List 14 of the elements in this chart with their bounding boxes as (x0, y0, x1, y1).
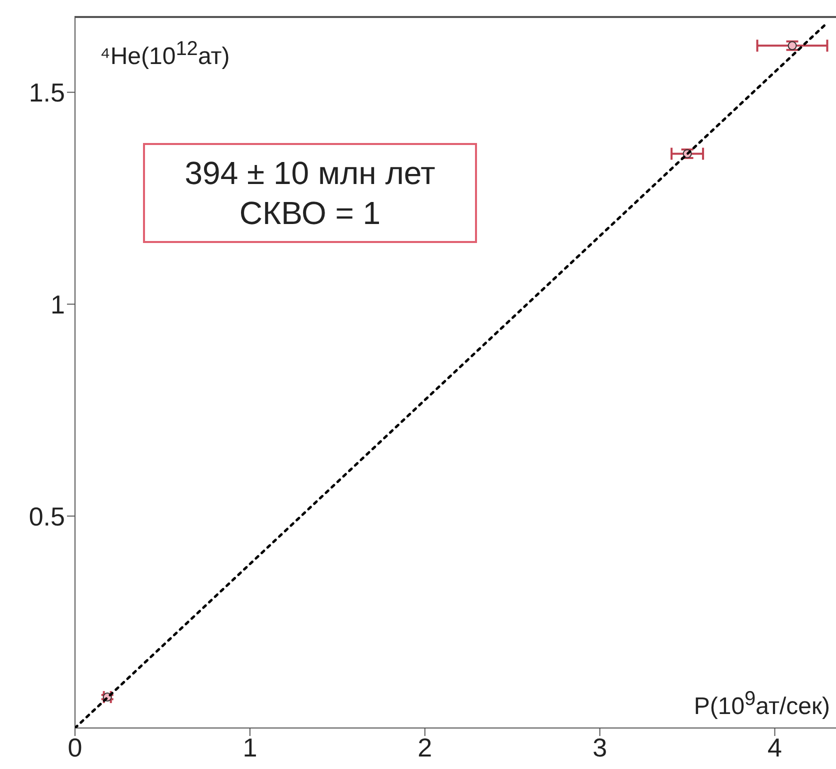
point (788, 41, 797, 50)
x-tick-label: 2 (418, 732, 432, 762)
y-tick-label: 1 (50, 289, 65, 320)
x-tick-label: 1 (242, 732, 258, 762)
annotation: СКВО = 1 (238, 194, 382, 233)
annotation: 394 ± 10 млн лет (184, 154, 436, 193)
x-tick-label: 3 (592, 732, 608, 762)
x-tick-label: 4 (768, 732, 782, 762)
text-box: 394 ± 10 млн лет СКВО = 1 (143, 143, 477, 243)
x-axis-title: P(10$^{9}$ат/сек) (694, 688, 830, 721)
y-tick-label: 1.5 (28, 78, 65, 108)
y-tick-label: 0.5 (28, 501, 65, 532)
x-tick-label: 0 (68, 732, 82, 762)
y-axis-title: ⁴He(10$^{12}$ат) (100, 38, 230, 71)
